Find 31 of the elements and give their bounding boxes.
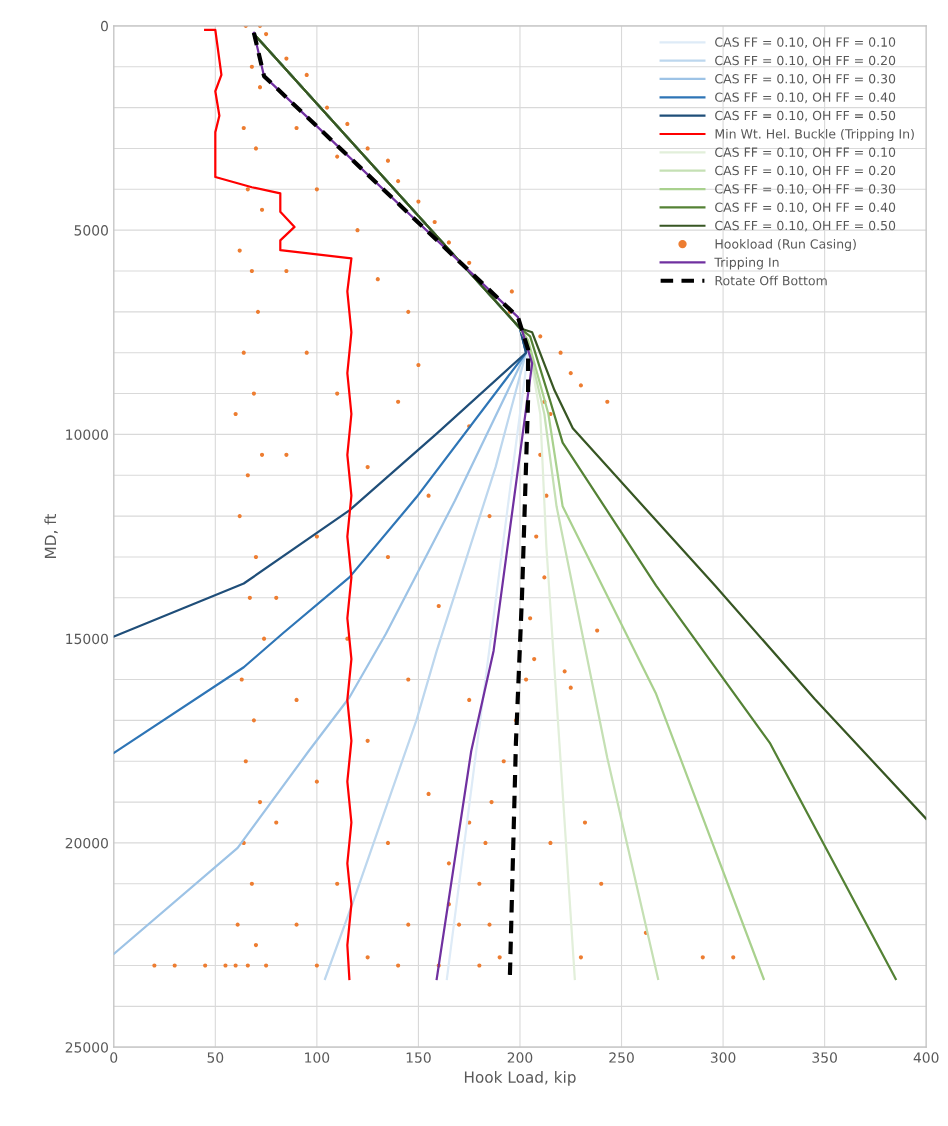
- x-tick-label: 300: [710, 1052, 736, 1063]
- legend-label: CAS FF = 0.10, OH FF = 0.30: [715, 74, 896, 85]
- legend-label: Rotate Off Bottom: [715, 275, 827, 286]
- y-tick-label: 25000: [65, 1042, 108, 1053]
- x-tick-label: 50: [207, 1052, 224, 1063]
- x-tick-label: 250: [609, 1052, 634, 1063]
- legend-label: CAS FF = 0.10, OH FF = 0.10: [715, 37, 896, 49]
- legend-label: Tripping In: [714, 257, 779, 270]
- legend-label: CAS FF = 0.10, OH FF = 0.20: [715, 165, 896, 177]
- y-tick-label: 10000: [66, 429, 108, 440]
- legend-label: Hookload (Run Casing): [715, 238, 856, 252]
- legend-label: CAS FF = 0.10, OH FF = 0.10: [715, 147, 896, 159]
- legend-label: CAS FF = 0.10, OH FF = 0.50: [715, 220, 896, 232]
- legend-label: CAS FF = 0.10, OH FF = 0.40: [715, 202, 896, 214]
- y-tick-label: 20000: [65, 837, 108, 849]
- x-tick-label: 350: [812, 1052, 837, 1063]
- x-tick-label: 100: [305, 1052, 330, 1063]
- y-tick-label: 15000: [66, 633, 108, 645]
- legend-label: CAS FF = 0.10, OH FF = 0.30: [715, 184, 896, 195]
- x-tick-label: 200: [507, 1052, 533, 1063]
- x-tick-label: 150: [406, 1052, 431, 1063]
- y-axis-title: MD, ft: [44, 514, 58, 558]
- y-tick-label: 0: [100, 20, 108, 32]
- legend-label: CAS FF = 0.10, OH FF = 0.20: [715, 55, 896, 67]
- legend-label: CAS FF = 0.10, OH FF = 0.40: [715, 92, 896, 104]
- y-tick-label: 5000: [74, 225, 108, 236]
- legend-label: CAS FF = 0.10, OH FF = 0.50: [715, 110, 896, 122]
- x-axis-title: Hook Load, kip: [464, 1071, 576, 1086]
- x-tick-label: 400: [913, 1052, 939, 1063]
- legend-label: Min Wt. Hel. Buckle (Tripping In): [715, 128, 914, 141]
- x-tick-label: 0: [110, 1052, 118, 1063]
